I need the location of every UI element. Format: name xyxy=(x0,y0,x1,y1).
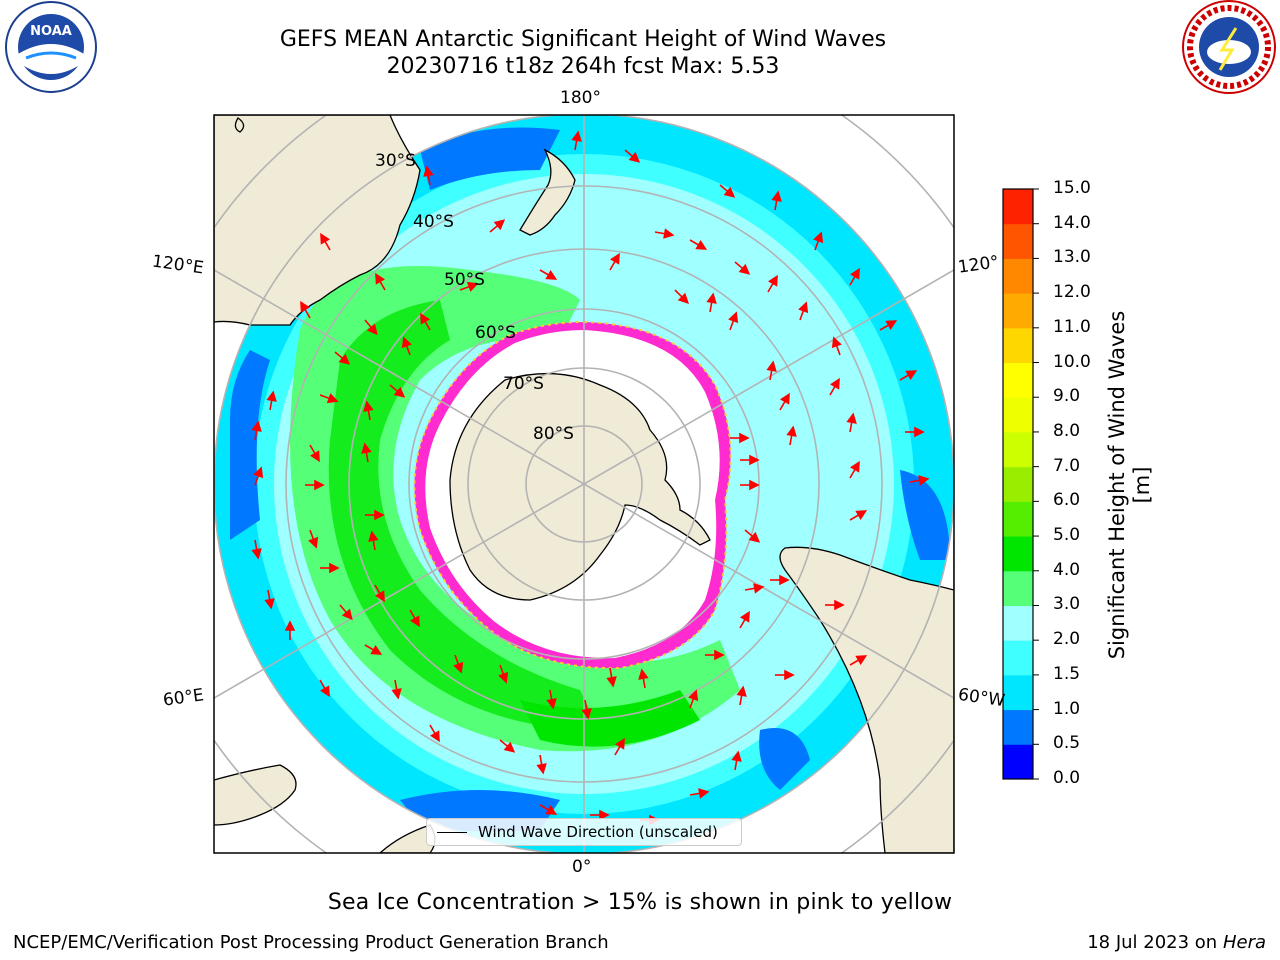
colorbar-tick-label: 15.0 xyxy=(1053,178,1091,198)
colorbar-tick-label: 10.0 xyxy=(1053,351,1091,372)
colorbar-tick-label: 13.0 xyxy=(1053,247,1091,268)
colorbar-tick-label: 5.0 xyxy=(1053,525,1081,546)
map-frame xyxy=(213,114,955,854)
colorbar-swatch xyxy=(1003,744,1033,780)
lat-label-60s: 60°S xyxy=(475,323,516,343)
colorbar xyxy=(1003,189,1033,780)
lat-label-80s: 80°S xyxy=(533,424,574,444)
colorbar-tick-label: 11.0 xyxy=(1053,316,1091,337)
colorbar-swatch xyxy=(1003,709,1033,745)
colorbar-tick-label: 14.0 xyxy=(1053,212,1091,233)
colorbar-swatch xyxy=(1003,189,1033,225)
colorbar-swatch xyxy=(1003,223,1033,259)
colorbar-swatch xyxy=(1003,570,1033,606)
graticule xyxy=(214,115,954,853)
colorbar-tick-label: 0.0 xyxy=(1053,768,1081,788)
sea-ice-note: Sea Ice Concentration > 15% is shown in … xyxy=(327,890,953,915)
land xyxy=(214,115,954,853)
colorbar-swatch xyxy=(1003,536,1033,572)
colorbar-tick-label: 9.0 xyxy=(1053,386,1081,407)
legend-label: Wind Wave Direction (unscaled) xyxy=(478,823,718,841)
wave-direction-arrows xyxy=(251,130,930,826)
chart-title: GEFS MEAN Antarctic Significant Height o… xyxy=(279,27,887,52)
colorbar-label: Significant Height of Wind Waves [m] xyxy=(1105,310,1154,660)
colorbar-swatch xyxy=(1003,501,1033,537)
colorbar-tick-label: 4.0 xyxy=(1053,559,1081,580)
colorbar-ticks xyxy=(1033,188,1039,780)
lat-label-50s: 50°S xyxy=(444,270,485,290)
colorbar-swatch xyxy=(1003,362,1033,398)
colorbar-tick-label: 6.0 xyxy=(1053,490,1081,511)
footer-date-text: 18 Jul 2023 on xyxy=(1087,932,1218,953)
colorbar-tick-label: 1.5 xyxy=(1053,663,1081,684)
colorbar-swatch xyxy=(1003,605,1033,641)
colorbar-swatch xyxy=(1003,674,1033,711)
colorbar-tick-label: 7.0 xyxy=(1053,455,1081,476)
footer-machine: Hera xyxy=(1222,932,1266,953)
chart-subtitle: 20230716 t18z 264h fcst Max: 5.53 xyxy=(386,54,780,79)
footer-date: 18 Jul 2023 on Hera xyxy=(1087,932,1266,953)
colorbar-swatch xyxy=(1003,397,1033,433)
colorbar-frame xyxy=(1002,188,1034,780)
colorbar-tick-label: 8.0 xyxy=(1053,420,1081,441)
noaa-logo-text: NOAA xyxy=(30,24,72,39)
lat-label-70s: 70°S xyxy=(503,374,544,394)
colorbar-swatch xyxy=(1003,327,1033,364)
legend-line-icon xyxy=(437,832,467,833)
footer-credit: NCEP/EMC/Verification Post Processing Pr… xyxy=(13,932,609,953)
colorbar-swatch xyxy=(1003,640,1033,676)
colorbar-swatch xyxy=(1003,431,1033,468)
lat-label-30s: 30°S xyxy=(375,151,416,171)
colorbar-tick-label: 3.0 xyxy=(1053,594,1081,615)
colorbar-tick-label: 12.0 xyxy=(1053,282,1091,303)
colorbar-tick-label: 0.5 xyxy=(1053,733,1081,754)
colorbar-swatch xyxy=(1003,293,1033,329)
colorbar-tick-label: 1.0 xyxy=(1053,698,1081,719)
noaa-logo: NOAA xyxy=(5,1,97,93)
colorbar-tick-label: 2.0 xyxy=(1053,629,1081,650)
nws-logo xyxy=(1182,0,1276,94)
lat-label-40s: 40°S xyxy=(413,212,454,232)
legend: Wind Wave Direction (unscaled) xyxy=(426,818,742,846)
lon-label-0: 0° xyxy=(572,857,592,877)
colorbar-swatch xyxy=(1003,466,1033,502)
colorbar-swatch xyxy=(1003,258,1033,294)
lon-label-180: 180° xyxy=(560,88,601,108)
